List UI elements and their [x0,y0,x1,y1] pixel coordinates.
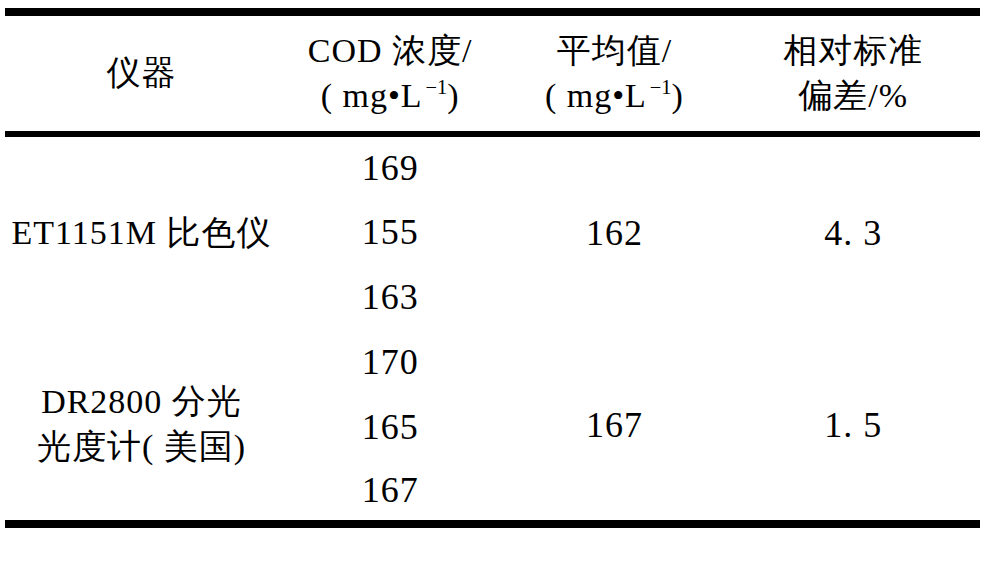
header-rsd-line1: 相对标准 [783,32,923,69]
header-row: 仪器 COD 浓度/ ( mg•L−1) 平均值/ ( mg•L−1) 相对标准… [5,12,980,134]
instrument-name-line1: DR2800 分光 [41,383,242,420]
instrument-cell-dr2800: DR2800 分光 光度计( 美国) [5,329,278,524]
header-average-unit: ( mg•L−1) [545,77,684,114]
cod-unit-pre: ( mg•L [321,77,423,114]
header-cod-line1: COD 浓度/ [308,32,473,69]
instrument-cell-et1151m: ET1151M 比色仪 [5,134,278,329]
average-unit-pre: ( mg•L [545,77,647,114]
average-unit-post: ) [672,77,684,114]
document-page: 仪器 COD 浓度/ ( mg•L−1) 平均值/ ( mg•L−1) 相对标准… [0,0,985,565]
header-rsd-line2: 偏差/% [798,77,908,114]
reading-cell: 170 [278,329,502,394]
reading-cell: 155 [278,199,502,264]
rsd-cell: 4. 3 [727,134,981,329]
header-average-line1: 平均值/ [557,32,672,69]
cod-unit-superscript: −1 [423,76,448,98]
table-body: ET1151M 比色仪 169 162 4. 3 155 163 DR2800 … [5,134,980,524]
instrument-name-line2: 光度计( 美国) [37,428,246,465]
header-cod-unit: ( mg•L−1) [321,77,460,114]
header-cod-concentration: COD 浓度/ ( mg•L−1) [278,12,502,134]
header-rsd: 相对标准 偏差/% [727,12,981,134]
table-row: DR2800 分光 光度计( 美国) 170 167 1. 5 [5,329,980,394]
average-cell: 162 [502,134,726,329]
header-average: 平均值/ ( mg•L−1) [502,12,726,134]
table-header: 仪器 COD 浓度/ ( mg•L−1) 平均值/ ( mg•L−1) 相对标准… [5,12,980,134]
average-unit-superscript: −1 [647,76,672,98]
results-table: 仪器 COD 浓度/ ( mg•L−1) 平均值/ ( mg•L−1) 相对标准… [5,8,980,528]
instrument-name: ET1151M 比色仪 [11,214,271,251]
reading-cell: 169 [278,134,502,199]
rsd-cell: 1. 5 [727,329,981,524]
average-cell: 167 [502,329,726,524]
reading-cell: 165 [278,394,502,459]
header-instrument-label: 仪器 [107,54,177,91]
cod-unit-post: ) [447,77,459,114]
reading-cell: 167 [278,459,502,524]
table-row: ET1151M 比色仪 169 162 4. 3 [5,134,980,199]
header-instrument: 仪器 [5,12,278,134]
reading-cell: 163 [278,264,502,329]
